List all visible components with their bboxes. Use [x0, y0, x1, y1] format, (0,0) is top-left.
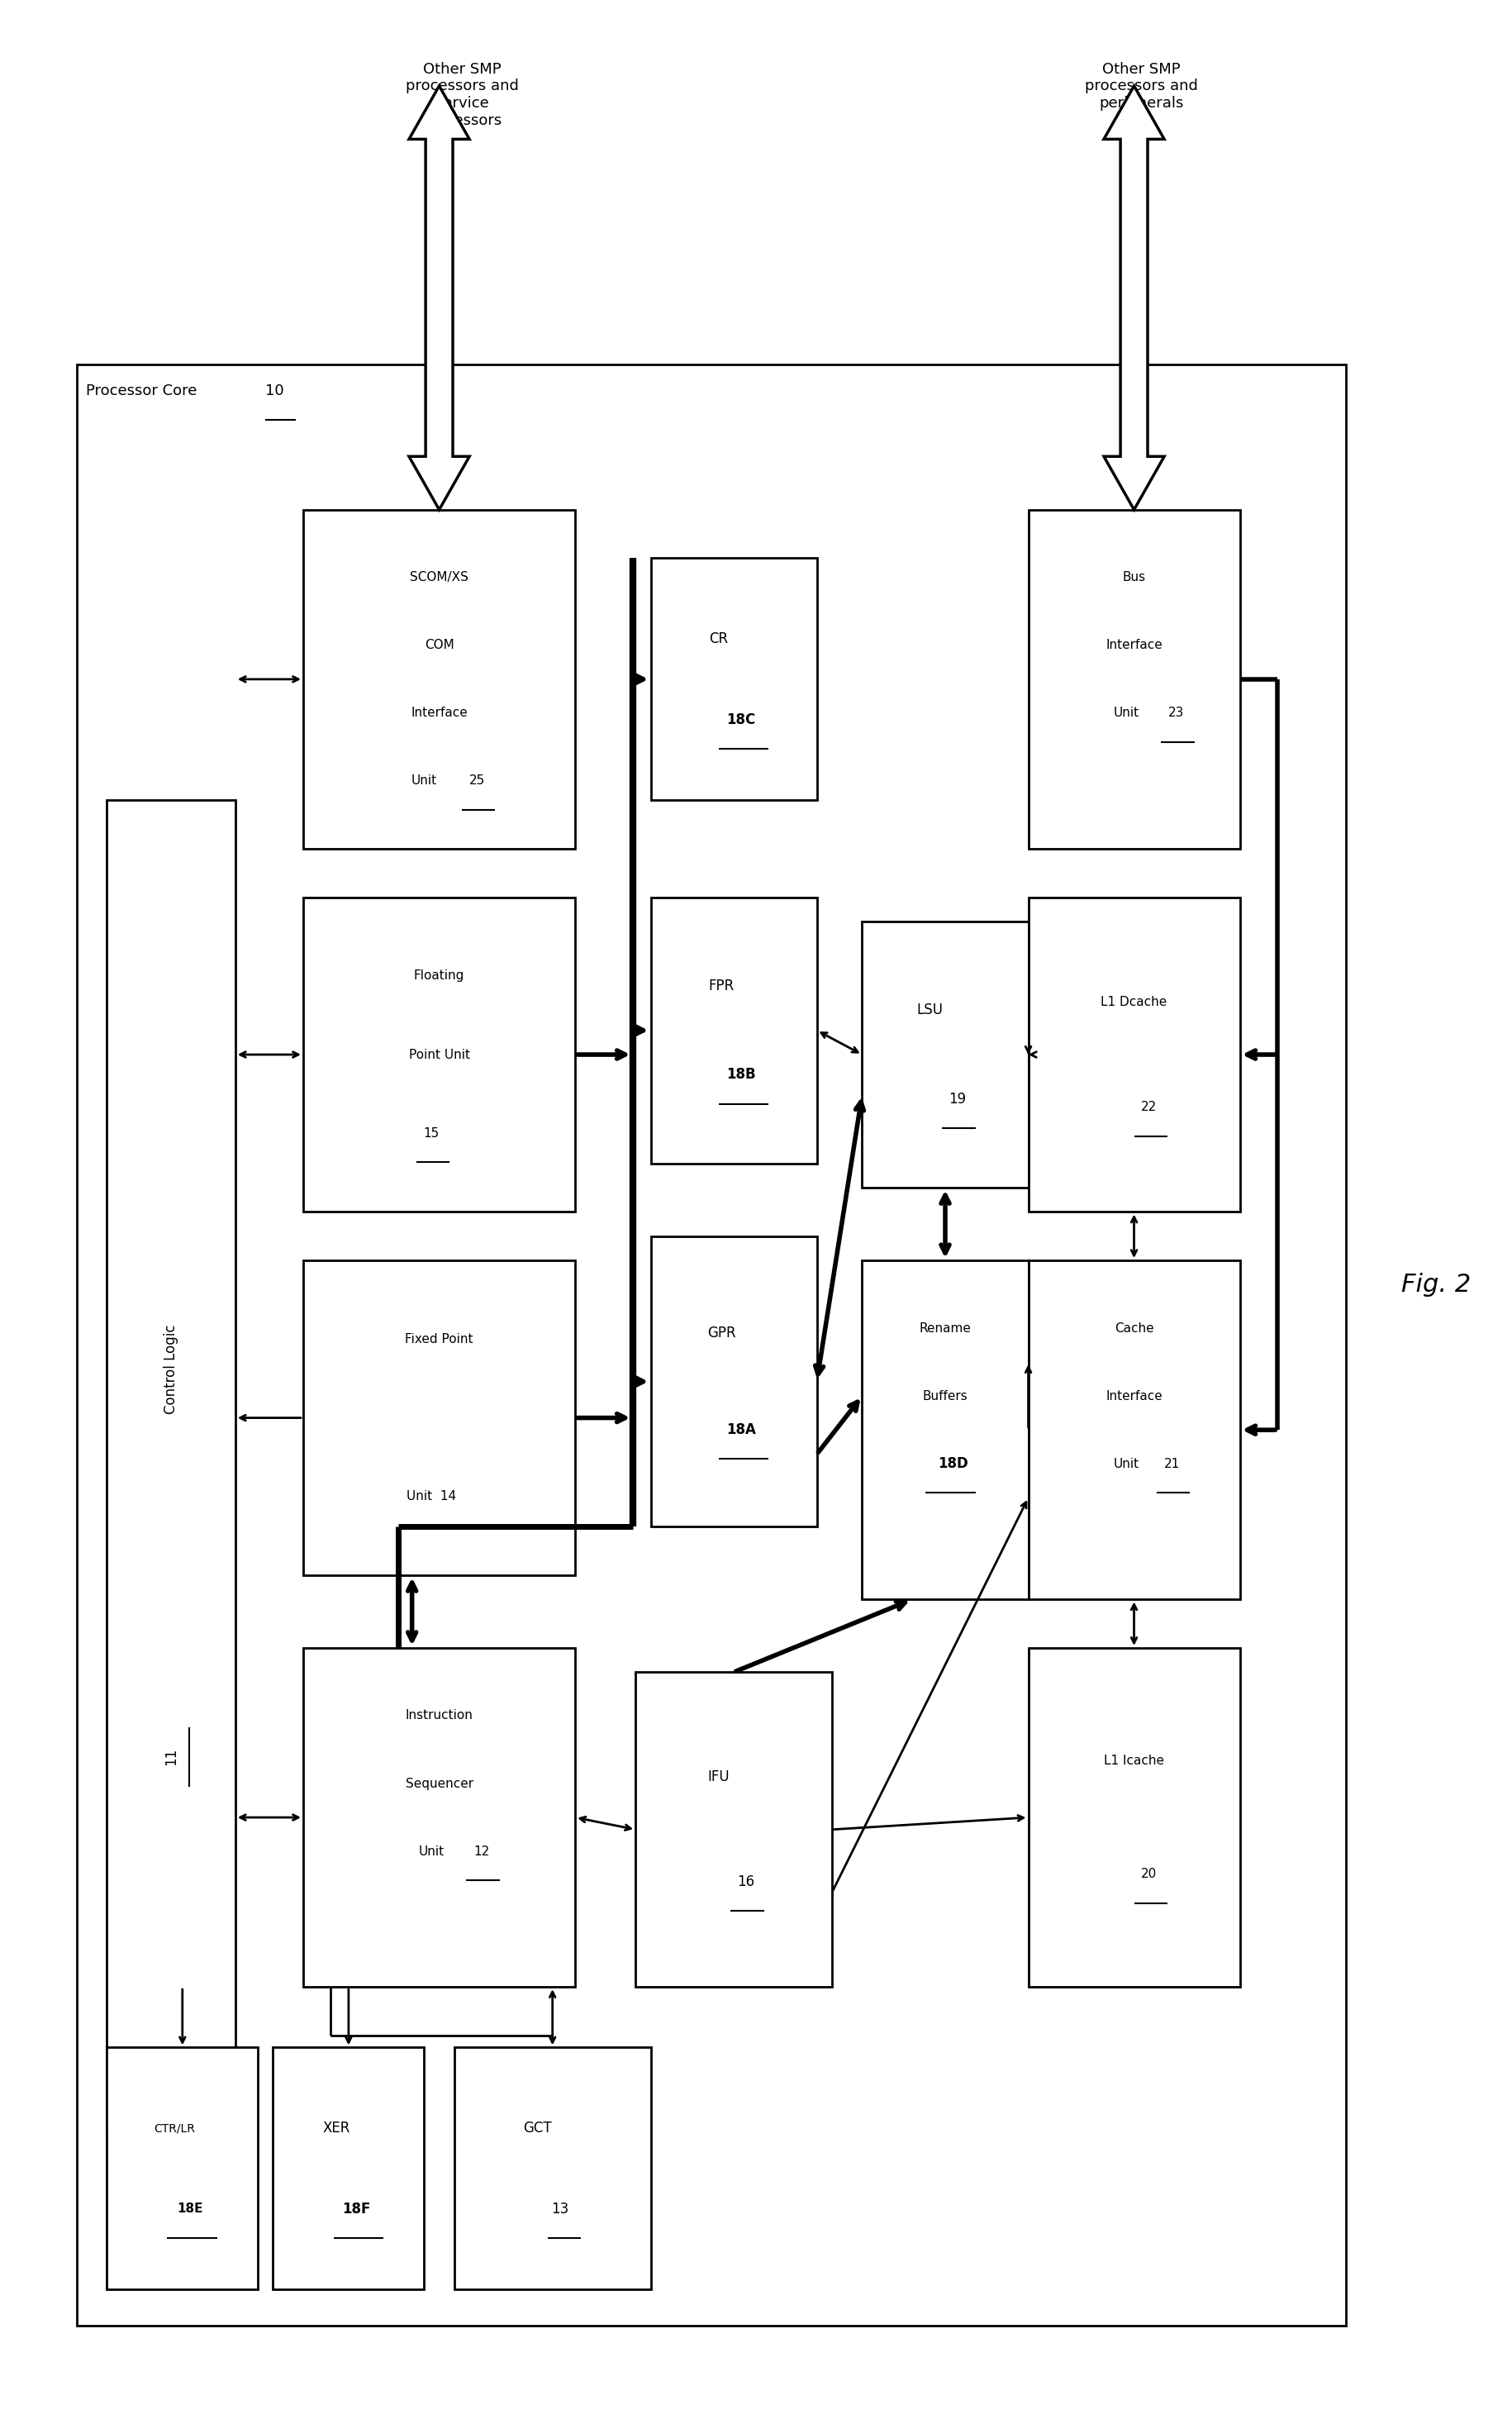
FancyBboxPatch shape: [650, 1236, 816, 1527]
Text: 13: 13: [550, 2201, 569, 2216]
Text: Unit: Unit: [1113, 1457, 1139, 1469]
Text: 10: 10: [265, 383, 284, 398]
Text: Instruction: Instruction: [405, 1709, 473, 1721]
Text: 19: 19: [948, 1091, 966, 1105]
Text: Interface: Interface: [411, 708, 467, 720]
Text: Sequencer: Sequencer: [405, 1777, 473, 1789]
FancyBboxPatch shape: [1028, 1648, 1240, 1988]
FancyBboxPatch shape: [107, 2048, 259, 2291]
Polygon shape: [408, 85, 469, 509]
Text: Bus: Bus: [1122, 572, 1145, 584]
FancyBboxPatch shape: [107, 800, 236, 2133]
Text: GPR: GPR: [708, 1326, 735, 1340]
Text: Unit: Unit: [411, 776, 437, 788]
Text: IFU: IFU: [708, 1770, 729, 1784]
Text: 15: 15: [423, 1127, 440, 1139]
Text: Floating: Floating: [414, 970, 464, 982]
Text: Control Logic: Control Logic: [163, 1324, 178, 1413]
Text: 20: 20: [1140, 1869, 1157, 1881]
FancyBboxPatch shape: [302, 1260, 575, 1576]
FancyBboxPatch shape: [1028, 897, 1240, 1212]
FancyBboxPatch shape: [862, 1260, 1028, 1600]
Text: Rename: Rename: [919, 1321, 971, 1336]
Text: COM: COM: [425, 640, 454, 652]
Text: 18A: 18A: [726, 1423, 756, 1437]
FancyBboxPatch shape: [862, 921, 1028, 1188]
FancyBboxPatch shape: [302, 1648, 575, 1988]
FancyBboxPatch shape: [302, 897, 575, 1212]
Text: Cache: Cache: [1114, 1321, 1154, 1336]
Text: 23: 23: [1167, 708, 1184, 720]
Text: 18B: 18B: [726, 1067, 756, 1081]
FancyBboxPatch shape: [650, 558, 816, 800]
FancyBboxPatch shape: [77, 364, 1344, 2327]
Polygon shape: [1104, 85, 1164, 509]
Text: 11: 11: [163, 1748, 178, 1765]
Text: 18E: 18E: [177, 2203, 203, 2216]
Text: Fixed Point: Fixed Point: [405, 1333, 473, 1345]
Text: 18C: 18C: [726, 713, 756, 727]
Text: Unit: Unit: [1113, 708, 1139, 720]
FancyBboxPatch shape: [454, 2048, 650, 2291]
Text: GCT: GCT: [523, 2121, 552, 2136]
Text: Interface: Interface: [1105, 640, 1161, 652]
Text: Buffers: Buffers: [922, 1389, 968, 1401]
Text: 18D: 18D: [937, 1457, 968, 1471]
Text: 18F: 18F: [342, 2201, 370, 2216]
Text: Processor Core: Processor Core: [86, 383, 197, 398]
Text: Other SMP
processors and
Service
Processors: Other SMP processors and Service Process…: [405, 61, 519, 128]
Text: Point Unit: Point Unit: [408, 1050, 470, 1062]
Text: Unit  14: Unit 14: [407, 1491, 457, 1503]
Text: L1 Dcache: L1 Dcache: [1101, 996, 1167, 1008]
Text: 22: 22: [1140, 1100, 1157, 1113]
Text: Unit: Unit: [419, 1845, 445, 1857]
FancyBboxPatch shape: [272, 2048, 423, 2291]
Text: 16: 16: [736, 1874, 754, 1888]
Text: SCOM/XS: SCOM/XS: [410, 572, 469, 584]
Text: L1 Icache: L1 Icache: [1104, 1755, 1164, 1767]
FancyBboxPatch shape: [1028, 1260, 1240, 1600]
Text: CR: CR: [709, 630, 727, 647]
Text: 12: 12: [473, 1845, 490, 1857]
Text: Fig. 2: Fig. 2: [1400, 1273, 1470, 1297]
Text: 21: 21: [1163, 1457, 1179, 1469]
Text: XER: XER: [322, 2121, 351, 2136]
FancyBboxPatch shape: [635, 1673, 832, 1988]
Text: 25: 25: [469, 776, 485, 788]
Text: Interface: Interface: [1105, 1389, 1161, 1401]
FancyBboxPatch shape: [650, 897, 816, 1164]
Text: Other SMP
processors and
peripherals: Other SMP processors and peripherals: [1084, 61, 1198, 112]
FancyBboxPatch shape: [302, 509, 575, 848]
Text: LSU: LSU: [916, 1004, 943, 1018]
Text: FPR: FPR: [709, 979, 735, 994]
FancyBboxPatch shape: [1028, 509, 1240, 848]
Text: CTR/LR: CTR/LR: [154, 2123, 195, 2133]
